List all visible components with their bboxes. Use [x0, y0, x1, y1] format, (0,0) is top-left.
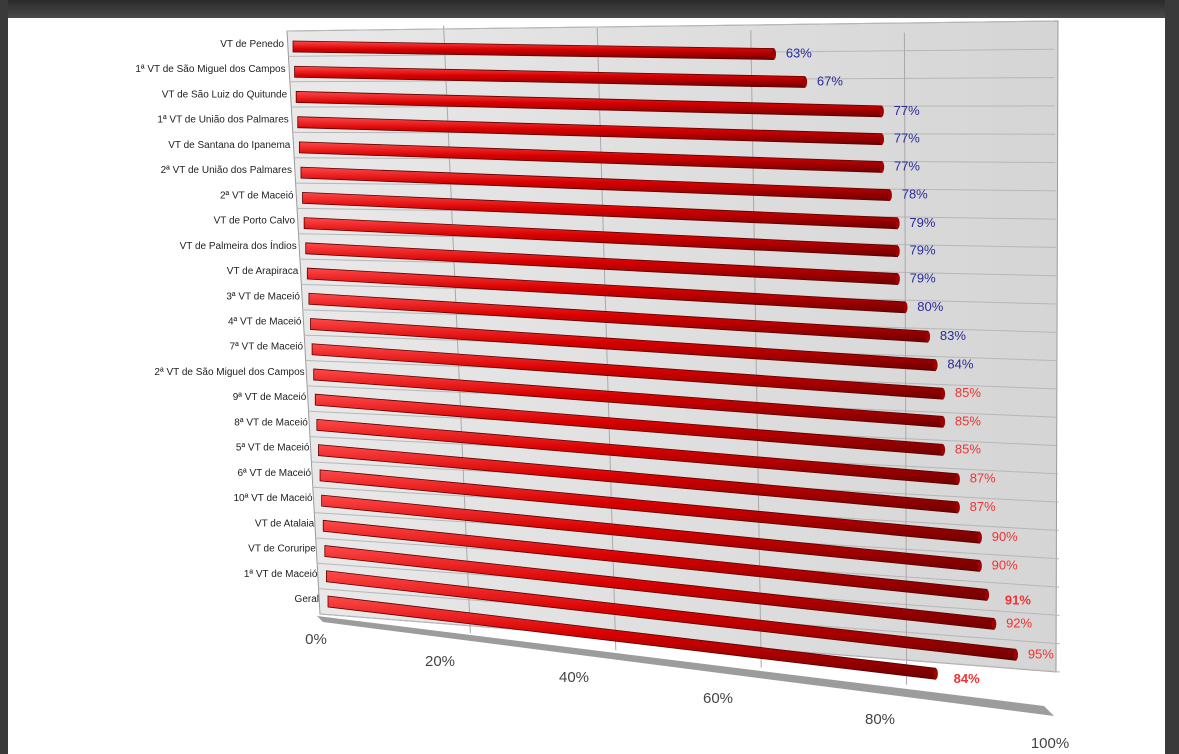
bar-end-cap [977, 532, 982, 544]
data-label: 85% [955, 413, 981, 428]
category-label: Geral [295, 594, 319, 605]
grid-row-line [286, 20, 1055, 32]
category-label: 1ª VT de São Miguel dos Campos [135, 64, 285, 75]
bar-end-cap [933, 668, 938, 680]
bar-end-cap [955, 473, 960, 485]
data-label: 83% [940, 328, 966, 343]
category-label: VT de Atalaia [255, 518, 315, 529]
category-label: 1ª VT de Maceió [244, 569, 318, 580]
category-label: 4ª VT de Maceió [228, 317, 302, 328]
x-tick-label: 40% [559, 669, 589, 686]
category-label: 2ª VT de Maceió [220, 190, 294, 201]
data-label: 79% [910, 243, 936, 258]
bar-end-cap [802, 76, 808, 88]
bar-end-cap [879, 161, 885, 173]
data-label: 85% [955, 385, 981, 400]
data-label: 77% [894, 159, 920, 174]
data-label: 84% [954, 671, 980, 686]
bar-end-cap [940, 388, 946, 400]
bar-end-cap [895, 217, 900, 229]
bar-end-cap [879, 133, 885, 145]
category-label: 7ª VT de Maceió [230, 342, 304, 353]
category-label: 8ª VT de Maceió [234, 417, 308, 428]
category-label: 2ª VT de União dos Palmares [161, 165, 292, 176]
bar-end-cap [771, 48, 777, 60]
bar-end-cap [955, 501, 960, 513]
bar-end-cap [925, 331, 931, 343]
bar-end-cap [991, 618, 997, 630]
x-tick-label: 80% [865, 711, 895, 728]
bar-end-cap [940, 416, 946, 428]
bar-end-cap [977, 560, 982, 572]
category-label: VT de Porto Calvo [214, 216, 296, 227]
category-label: 10ª VT de Maceió [234, 493, 314, 504]
x-tick-label: 0% [305, 631, 327, 648]
data-label: 79% [909, 215, 935, 230]
window-left-border [0, 0, 8, 754]
data-label: 63% [786, 46, 812, 61]
bar-end-cap [984, 589, 990, 601]
x-tick-label: 100% [1031, 735, 1069, 752]
data-label: 90% [992, 557, 1018, 572]
category-label: VT de São Luiz do Quitunde [162, 89, 288, 100]
bar-end-cap [903, 301, 908, 313]
category-label: 1ª VT de União dos Palmares [157, 115, 288, 126]
bar-end-cap [940, 444, 946, 456]
category-label: VT de Arapiraca [227, 266, 299, 277]
bar-end-cap [1013, 649, 1019, 661]
data-label: 77% [894, 103, 920, 118]
data-label: 77% [894, 131, 920, 146]
data-label: 90% [992, 529, 1018, 544]
category-label: 9ª VT de Maceió [233, 392, 307, 403]
data-label: 95% [1028, 646, 1054, 661]
category-label: 6ª VT de Maceió [237, 468, 311, 479]
bar-end-cap [895, 273, 900, 285]
window-top-border [0, 0, 1179, 18]
data-label: 84% [947, 357, 973, 372]
data-label: 87% [970, 499, 996, 514]
category-label: VT de Penedo [220, 39, 284, 50]
category-label: 2ª VT de São Miguel dos Campos [154, 367, 304, 378]
x-tick-label: 60% [703, 690, 733, 707]
x-tick-label: 20% [425, 653, 455, 670]
category-label: VT de Palmeira dos Índios [180, 239, 297, 252]
window-right-border [1165, 0, 1179, 754]
category-label: 3ª VT de Maceió [226, 291, 300, 302]
bar-end-cap [887, 189, 892, 201]
data-label: 78% [902, 187, 928, 202]
category-label: VT de Coruripe [248, 544, 316, 555]
data-label: 91% [1005, 592, 1031, 607]
data-label: 79% [910, 271, 936, 286]
plot-floor [317, 616, 1054, 716]
data-label: 92% [1006, 615, 1032, 630]
data-label: 85% [955, 441, 981, 456]
bar-end-cap [933, 359, 938, 371]
data-label: 80% [917, 299, 943, 314]
category-label: 5ª VT de Maceió [236, 443, 310, 454]
data-label: 87% [970, 471, 996, 486]
category-label: VT de Santana do Ipanema [168, 140, 291, 151]
bar-end-cap [895, 245, 900, 257]
data-label: 67% [817, 74, 843, 89]
bar-end-cap [879, 105, 884, 117]
